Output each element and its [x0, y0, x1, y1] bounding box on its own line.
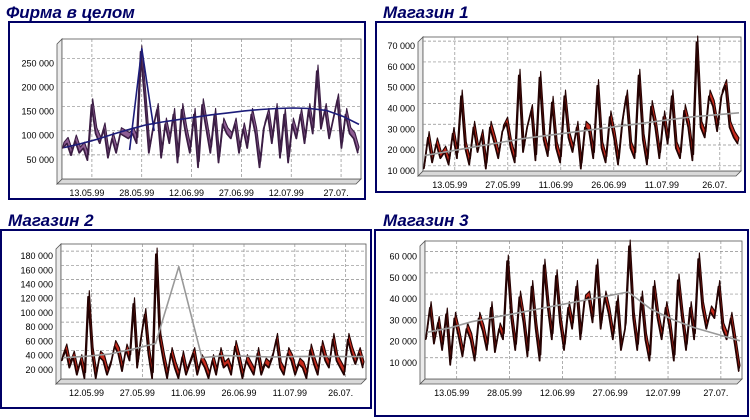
wall-3d: [417, 36, 424, 177]
y-tick-label: 20 000: [387, 145, 415, 155]
y-tick-label: 30 000: [387, 124, 415, 134]
x-tick-label: 13.05.99: [434, 388, 469, 398]
y-tick-label: 10 000: [389, 358, 417, 368]
y-tick-label: 70 000: [387, 41, 415, 51]
chart-svg: 10 000 20 000 30 000 40 000 50 000 60 000 70 0…: [387, 35, 742, 190]
chart-store-1: 10 000 20 000 30 000 40 000 50 000 60 000 70 0…: [375, 21, 746, 193]
y-tick-label: 30 000: [389, 315, 417, 325]
wall-3d: [56, 38, 63, 185]
wall-3d: [419, 240, 426, 385]
x-tick-label: 27.06.99: [219, 188, 254, 198]
x-tick-label: 12.06.99: [540, 388, 575, 398]
y-tick-label: 200 000: [21, 82, 54, 92]
x-tick-label: 13.05.99: [432, 180, 467, 190]
x-tick-label: 26.07.: [328, 388, 353, 398]
x-tick-label: 26.06.99: [221, 388, 256, 398]
y-tick-label: 50 000: [26, 155, 54, 165]
chart-store-2: 20 000 40 000 60 000 80 000 100 000 120 000 14…: [0, 229, 372, 409]
y-tick-label: 60 000: [389, 252, 417, 262]
series-main-shadow: [425, 245, 740, 372]
floor-3d: [56, 178, 362, 185]
y-tick-label: 40 000: [25, 351, 53, 361]
series-trend-line: [63, 107, 360, 149]
chart-store-3: 10 000 20 000 30 000 40 000 50 000 60 000 13.0…: [374, 229, 749, 417]
x-tick-label: 28.05.99: [487, 388, 522, 398]
x-tick-label: 27.05.99: [120, 388, 155, 398]
y-tick-label: 250 000: [21, 58, 54, 68]
y-tick-label: 150 000: [21, 107, 54, 117]
y-tick-label: 100 000: [21, 131, 54, 141]
x-tick-label: 12.06.99: [169, 188, 204, 198]
x-tick-label: 27.07.: [324, 188, 349, 198]
x-tick-label: 12.05.99: [69, 388, 104, 398]
y-tick-label: 20 000: [25, 365, 53, 375]
x-tick-label: 27.07.: [703, 388, 728, 398]
x-tick-label: 26.07.: [702, 180, 727, 190]
x-tick-label: 28.05.99: [119, 188, 154, 198]
y-tick-label: 80 000: [25, 322, 53, 332]
series-trend-line: [128, 47, 155, 151]
y-tick-label: 180 000: [20, 251, 53, 261]
x-tick-label: 12.07.99: [646, 388, 681, 398]
series-main-shadow: [61, 253, 364, 380]
x-tick-label: 11.06.99: [539, 180, 573, 190]
series-trend-line: [426, 291, 741, 342]
chart-title-store-2: Магазин 2: [8, 211, 94, 230]
y-tick-label: 100 000: [20, 308, 53, 318]
series-trend-line: [62, 265, 364, 359]
x-tick-label: 13.05.99: [69, 188, 104, 198]
chart-firm: 50 000 100 000 150 000 200 000 250 000 13.05.…: [8, 21, 366, 200]
y-tick-label: 50 000: [389, 273, 417, 283]
y-tick-label: 60 000: [25, 336, 53, 346]
x-tick-label: 11.07.99: [273, 388, 307, 398]
y-tick-label: 120 000: [20, 294, 53, 304]
y-tick-label: 160 000: [20, 265, 53, 275]
chart-title-firm: Фирма в целом: [6, 3, 135, 22]
chart-title-store-3: Магазин 3: [383, 211, 469, 230]
floor-3d: [55, 378, 367, 385]
floor-3d: [417, 170, 742, 177]
wall-3d: [55, 243, 62, 385]
series-trend-line: [424, 112, 740, 157]
y-tick-label: 40 000: [387, 103, 415, 113]
y-tick-label: 140 000: [20, 280, 53, 290]
series-main-shadow: [62, 51, 359, 169]
y-tick-label: 40 000: [389, 294, 417, 304]
chart-svg: 50 000 100 000 150 000 200 000 250 000 13.05.…: [21, 38, 362, 198]
y-tick-label: 60 000: [387, 62, 415, 72]
x-tick-label: 27.05.99: [485, 180, 520, 190]
y-tick-label: 10 000: [387, 166, 415, 176]
x-tick-label: 26.06.99: [591, 180, 626, 190]
series-main-shadow: [423, 41, 739, 170]
chart-svg: 20 000 40 000 60 000 80 000 100 000 120 000 14…: [20, 243, 367, 398]
x-tick-label: 11.07.99: [645, 180, 679, 190]
chart-svg: 10 000 20 000 30 000 40 000 50 000 60 000 13.0…: [389, 239, 743, 398]
x-tick-label: 12.07.99: [269, 188, 304, 198]
x-tick-label: 27.06.99: [593, 388, 628, 398]
floor-3d: [419, 378, 743, 385]
y-tick-label: 20 000: [389, 337, 417, 347]
x-tick-label: 11.06.99: [171, 388, 205, 398]
chart-title-store-1: Магазин 1: [383, 3, 469, 22]
y-tick-label: 50 000: [387, 83, 415, 93]
